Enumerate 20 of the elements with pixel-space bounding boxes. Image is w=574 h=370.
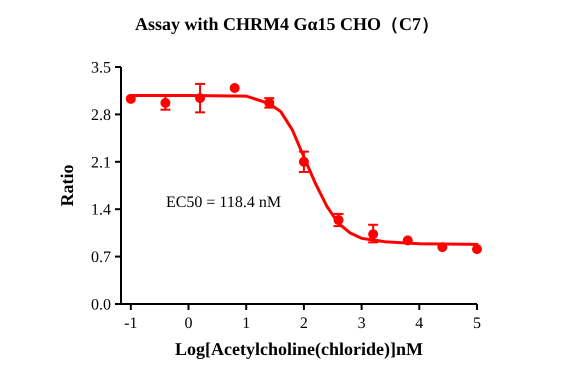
x-tick-label: 3 [358,315,366,332]
y-axis-title: Ratio [57,164,77,206]
x-tick-label: 5 [473,315,481,332]
x-tick-label: 4 [415,315,424,332]
annotation: EC50 = 118.4 nM [166,194,282,212]
x-tick-label: 0 [184,315,193,332]
point [230,82,240,93]
y-tick-label: 1.4 [91,202,111,219]
y-tick-label: 0.0 [91,296,111,314]
x-tick-label: 1 [242,315,250,332]
x-tick-label: -1 [124,315,138,332]
y-tick-label: 0.7 [91,249,111,266]
y-tick-label: 2.1 [91,154,111,172]
y-tick-label: 2.8 [91,106,111,124]
x-axis-title: Log[Acetylcholine(chloride)]nM [175,339,423,359]
point [368,229,378,240]
point [160,98,170,108]
x-tick-label: 2 [300,315,308,332]
y-tick-label: 3.5 [91,60,111,76]
chart-title: Assay with CHRM4 Gα15 CHO（C7） [134,14,440,34]
